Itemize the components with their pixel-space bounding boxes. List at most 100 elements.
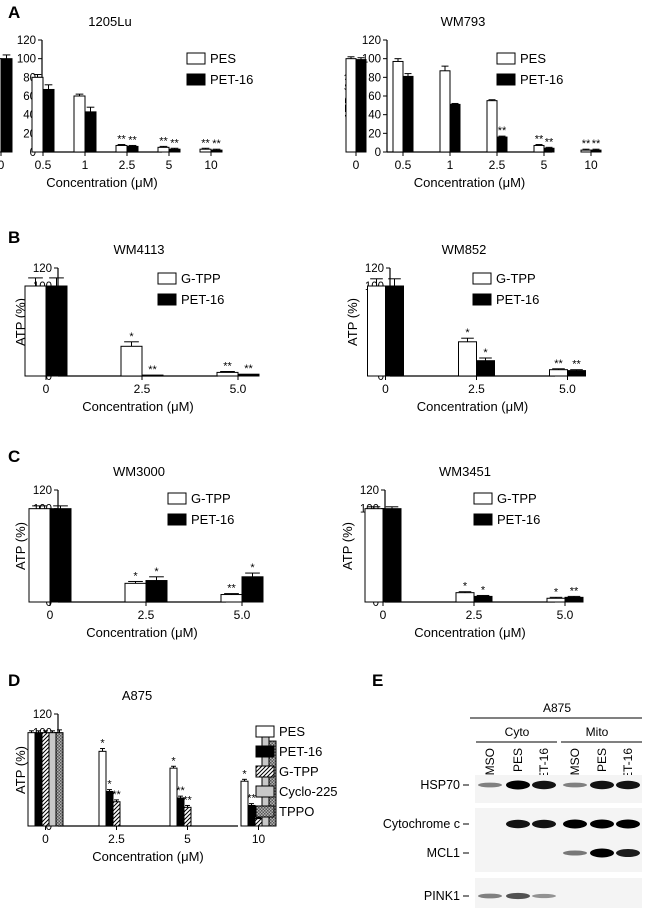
significance-label: ** [117,134,126,146]
x-tick-label: 0 [380,608,387,622]
chart-title: WM3451 [439,464,491,479]
chart-WM852: WM852020406080100120ATP (%)02.5**5.0****… [345,242,586,414]
y-axis-label: ATP (%) [345,298,360,346]
significance-label: * [107,779,112,791]
x-tick-label: 0 [43,382,50,396]
chart-A875: A875020406080100120ATP (%)02.5****5*****… [13,688,338,864]
blot-group-mito: Mito [586,725,609,739]
x-tick-label: 0 [47,608,54,622]
x-tick-label: 2.5 [489,158,506,172]
blot-band [590,780,614,790]
bar-PET-16-0 [382,508,402,603]
charts: 1205Lu020406080100120ATP (%)00.512.5****… [0,14,602,864]
y-tick-label: 0 [373,597,379,609]
chart-WM4113: WM4113020406080100120ATP (%)02.5***5.0**… [13,242,260,414]
x-tick-label: 5.0 [230,382,247,396]
x-tick-label: 0 [42,832,49,846]
blot-row-label: MCL1 [427,846,460,860]
bar-PES-0.5 [31,76,44,153]
bar-PES-2.5 [98,750,107,827]
y-axis-label: ATP (%) [13,746,28,794]
x-axis-label: Concentration (μM) [92,849,204,864]
legend-label: PES [210,51,236,66]
x-tick-label: 0 [382,382,389,396]
y-tick-label: 120 [360,485,379,497]
chart-WM3000: WM3000020406080100120ATP (%)02.5**5.0***… [13,464,264,640]
y-tick-label: 80 [368,72,381,84]
panel-letter-b: B [8,228,20,247]
bar-PET-16-5.0 [567,370,586,377]
significance-label: ** [201,137,210,149]
legend-swatch [255,745,275,758]
x-axis-label: Concentration (μM) [414,175,526,190]
bar-G-TPP-5.0 [546,597,566,603]
chart-title: A875 [122,688,152,703]
significance-label: ** [223,361,232,373]
significance-label: ** [247,793,256,805]
x-tick-label: 10 [584,158,598,172]
x-axis-label: Concentration (μM) [82,399,194,414]
blot-title: A875 [543,701,571,715]
bar-PES-0.5 [392,60,404,153]
bar-G-TPP-5.0 [216,371,239,377]
legend-swatch [255,765,275,778]
legend-swatch [255,785,275,798]
bar-Cyclo-225-0 [48,732,57,827]
x-tick-label: 0 [0,158,5,172]
legend-label: PET-16 [191,512,234,527]
bar-G-TPP-5 [183,806,192,827]
y-tick-label: 120 [33,485,52,497]
legend-label: PES [279,724,305,739]
blot-band [506,892,530,900]
bar-PET-16-2.5 [126,145,139,153]
blot-band [478,893,502,899]
legend-swatch [496,52,516,65]
blot-row-PINK1: PINK1 [424,878,642,908]
y-tick-label: 120 [33,709,52,721]
significance-label: ** [176,785,185,797]
blot-band [563,819,587,829]
x-tick-label: 5.0 [559,382,576,396]
bar-PET-16-0 [34,732,43,827]
legend-label: G-TPP [279,764,319,779]
blot-row-MCL1: MCL1 [427,842,642,872]
legend-swatch [255,725,275,738]
blot-band [532,780,556,790]
bar-PET-16-5.0 [237,373,260,377]
bar-PET-16-2.5 [145,580,168,603]
y-tick-label: 120 [362,35,381,47]
bar-PES-5 [157,146,170,153]
bar-PES-0 [27,732,36,827]
blot-band [616,819,640,829]
bar-G-TPP-0 [28,508,51,603]
y-tick-label: 100 [17,54,36,66]
bar-PET-16-1 [84,111,97,153]
legend-swatch [186,73,206,86]
bar-TPPO-0 [55,732,64,827]
y-tick-label: 120 [365,263,384,275]
bar-PET-16-10 [210,149,223,153]
y-tick-label: 120 [33,263,52,275]
blot-background [475,842,642,872]
significance-label: ** [582,138,591,150]
legend-swatch [186,52,206,65]
bar-PES-2.5 [486,100,498,153]
bar-PET-16-5.0 [564,596,584,603]
x-tick-label: 2.5 [134,382,151,396]
legend-swatch [167,492,187,505]
significance-label: ** [170,137,179,149]
y-tick-label: 60 [368,91,381,103]
legend-label: PET-16 [496,292,539,307]
blot-band [590,848,614,858]
significance-label: ** [592,138,601,150]
blot-band [616,848,640,858]
legend-label: PET-16 [210,72,253,87]
bar-G-TPP-2.5 [455,592,475,603]
legend-swatch [473,513,493,526]
significance-label: * [171,755,176,767]
blot-row-Cytochrome c: Cytochrome c [383,808,642,844]
significance-label: * [463,581,468,593]
bar-G-TPP-5.0 [220,594,243,603]
blot-band [532,819,556,829]
